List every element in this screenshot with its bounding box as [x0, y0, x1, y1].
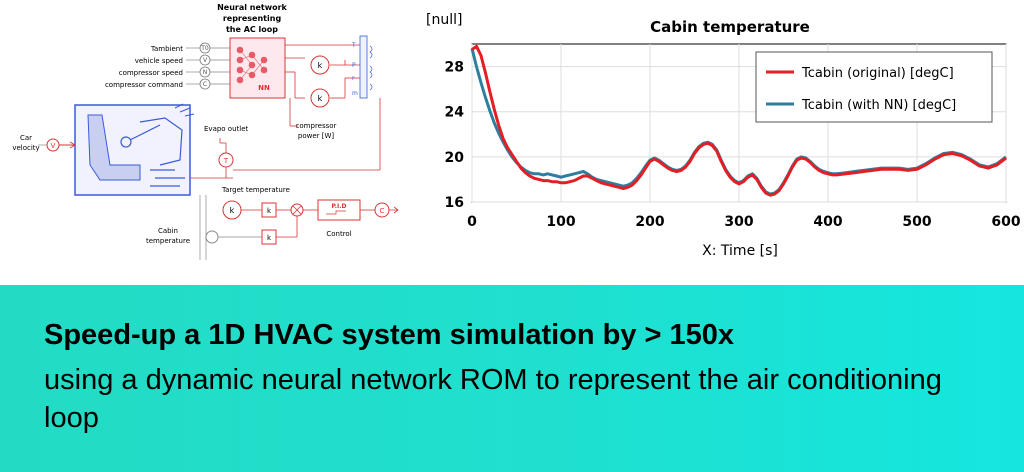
control-label: Control — [326, 230, 351, 238]
chart-xlabel: X: Time [s] — [702, 243, 778, 259]
cabin-temperature-line2: temperature — [146, 237, 190, 245]
compressor-power-line2: power [W] — [298, 132, 335, 140]
chart-title: Cabin temperature — [650, 18, 810, 36]
banner-subtitle: using a dynamic neural network ROM to re… — [44, 364, 942, 434]
input-label-vehicle-speed: vehicle speed — [135, 57, 183, 65]
compressor-power-line1: compressor — [296, 122, 337, 130]
legend-label-original: Tcabin (original) [degC] — [801, 66, 954, 81]
x-tick-label: 500 — [902, 214, 931, 230]
port-t0-label: T0 — [200, 45, 209, 52]
car-dashboard-icon — [120, 117, 185, 187]
evapo-outlet-sensor-label: T — [223, 157, 229, 165]
command-port-label: C — [380, 207, 385, 215]
flow-arrows-icon — [369, 45, 373, 91]
legend-label-with-nn: Tcabin (with NN) [degC] — [801, 98, 956, 113]
output-t: T — [351, 42, 356, 49]
k-gain-1-label: k — [318, 61, 323, 70]
output-connector — [359, 35, 368, 99]
nn-label: NN — [258, 84, 270, 92]
port-n-label: N — [203, 69, 208, 76]
k-gain-2[interactable] — [310, 88, 330, 108]
cabin-temperature-sensor[interactable] — [205, 230, 219, 244]
input-label-tambient: Tambient — [150, 45, 183, 53]
car-velocity-line1: Car — [20, 134, 32, 142]
summary-banner: Speed-up a 1D HVAC system simulation by … — [0, 285, 1024, 472]
x-tick-label: 0 — [467, 214, 477, 230]
k-gain-1[interactable] — [310, 55, 330, 75]
series-line-original — [471, 44, 1007, 197]
hvac-schematic: Neural network representing the AC loop … — [12, 3, 399, 260]
k-block-1-label: k — [267, 207, 272, 215]
cabin-temperature-chart: [null] Cabin temperature 16 20 24 28 0 100 20… — [426, 12, 1021, 259]
input-label-compressor-command: compressor command — [105, 81, 183, 89]
k-gain-2-label: k — [318, 94, 323, 103]
y-tick-label: 16 — [445, 195, 464, 211]
y-tick-label: 28 — [445, 60, 464, 76]
port-v-label: V — [203, 57, 208, 64]
x-tick-label: 100 — [546, 214, 575, 230]
car-velocity-line2: velocity — [12, 144, 39, 152]
evapo-outlet-label: Evapo outlet — [204, 125, 249, 133]
x-tick-label: 200 — [635, 214, 664, 230]
chart-ylabel: [null] — [426, 12, 462, 28]
port-c-label: C — [203, 81, 207, 88]
air-vent-icon — [174, 103, 195, 117]
input-label-compressor-speed: compressor speed — [119, 69, 183, 77]
output-r: r — [352, 75, 355, 82]
target-k-gain-label: k — [230, 206, 235, 215]
legend — [755, 51, 993, 123]
y-tick-label: 20 — [445, 150, 465, 166]
nn-title-line3: the AC loop — [226, 25, 278, 34]
nn-inputs: Tambient vehicle speed compressor speed … — [105, 45, 183, 89]
target-temperature-label: Target temperature — [221, 186, 290, 194]
car-velocity-port-label: V — [51, 142, 56, 150]
nn-network-icon — [236, 46, 268, 84]
k-block-2-label: k — [267, 234, 272, 242]
y-tick-label: 24 — [445, 105, 465, 121]
output-m: m — [352, 90, 358, 97]
nn-title-line2: representing — [223, 14, 282, 23]
banner-title: Speed-up a 1D HVAC system simulation by … — [44, 319, 735, 351]
cabin-temperature-line1: Cabin — [158, 227, 178, 235]
x-tick-label: 600 — [991, 214, 1020, 230]
x-tick-label: 300 — [724, 214, 753, 230]
x-tick-label: 400 — [813, 214, 842, 230]
nn-title-line1: Neural network — [217, 3, 287, 12]
pid-label: P.I.D — [331, 203, 346, 210]
output-p: P — [352, 62, 356, 69]
car-seat-icon — [87, 114, 141, 181]
